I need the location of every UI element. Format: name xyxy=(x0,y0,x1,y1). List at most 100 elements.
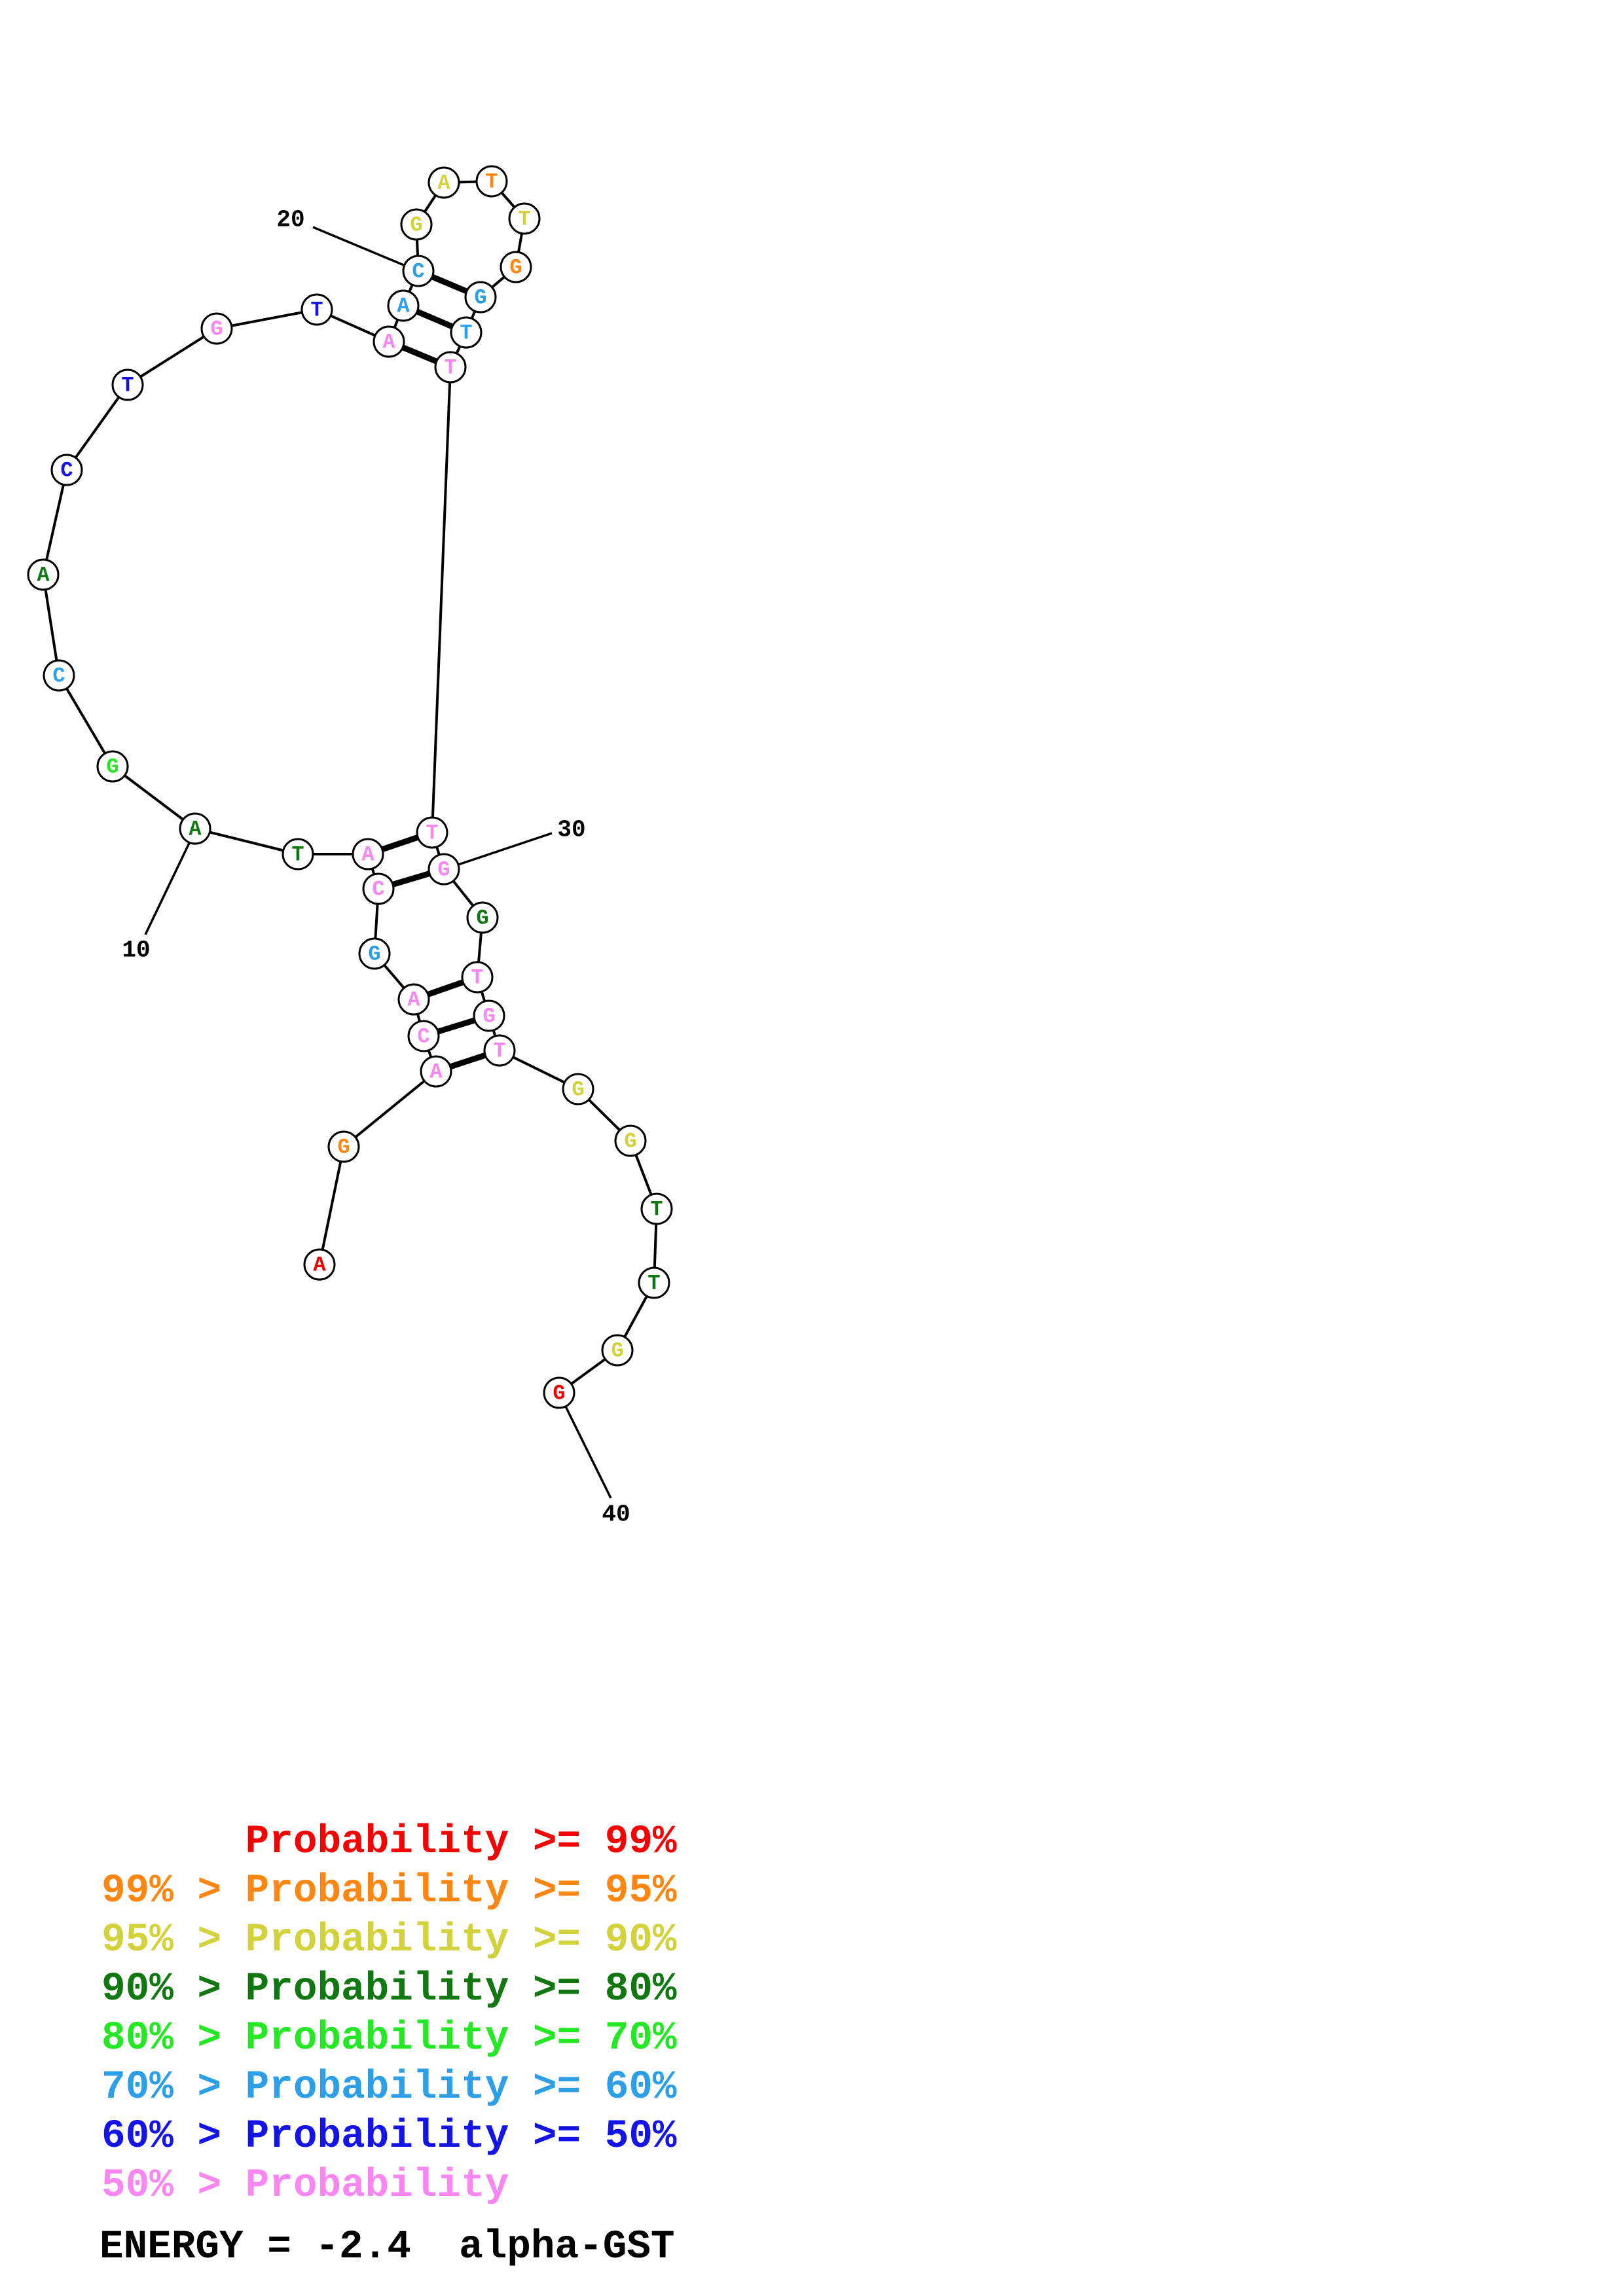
nucleotide-circle xyxy=(416,816,448,849)
nucleotide-circle xyxy=(200,312,233,345)
nucleotide-circle xyxy=(27,558,60,591)
nucleotide-circle xyxy=(461,961,494,994)
nucleotide-circle xyxy=(475,165,508,198)
backbone-bond xyxy=(65,384,129,471)
nucleotide-letter: G xyxy=(437,858,450,882)
sequence-number-leader xyxy=(312,226,406,267)
backbone-bond xyxy=(126,327,218,386)
nucleotide-circle xyxy=(473,999,505,1032)
nucleotide-circle xyxy=(428,166,460,199)
nucleotide-letter: G xyxy=(210,317,223,342)
nucleotide-circle xyxy=(303,1248,336,1281)
nucleotide-circle xyxy=(282,838,314,870)
nucleotide-circle xyxy=(362,872,395,905)
nucleotide-circle xyxy=(508,202,541,235)
sequence-number-leader xyxy=(458,832,553,866)
nucleotide-circle xyxy=(400,208,433,241)
nucleotide-circle xyxy=(638,1266,670,1299)
nucleotide-letter: A xyxy=(437,171,450,196)
sequence-number-label: 30 xyxy=(557,817,585,844)
nucleotide-letter: C xyxy=(412,260,424,284)
sequence-number-label: 40 xyxy=(602,1501,630,1528)
energy-label: ENERGY = -2.4 alpha-GST xyxy=(100,2225,675,2270)
nucleotide-circle xyxy=(373,325,405,358)
nucleotide-letter: G xyxy=(106,755,119,780)
nucleotide-letter: T xyxy=(493,1039,505,1064)
sequence-number-label: 10 xyxy=(122,937,150,964)
nucleotide-letter: G xyxy=(483,1005,495,1029)
nucleotide-circle xyxy=(43,659,75,692)
nucleotide-letter: A xyxy=(407,988,420,1013)
legend-item: 80% > Probability >= 70% xyxy=(101,2016,677,2061)
nucleotide-circle xyxy=(601,1334,634,1367)
nucleotide-letter: T xyxy=(444,356,456,380)
nucleotide-letter: G xyxy=(572,1078,584,1102)
nucleotide-circle xyxy=(420,1055,452,1088)
nucleotide-circle xyxy=(640,1193,673,1225)
nucleotide-letter: T xyxy=(650,1198,663,1222)
nucleotide-circle xyxy=(397,983,430,1016)
nucleotide-letter: G xyxy=(624,1130,636,1154)
legend-item: 70% > Probability >= 60% xyxy=(101,2065,677,2110)
nucleotide-letter: G xyxy=(337,1136,350,1160)
nucleotide-circle xyxy=(500,251,532,283)
backbone-bond xyxy=(342,1070,437,1148)
nucleotide-letter: C xyxy=(60,459,73,483)
nucleotide-circle xyxy=(466,901,499,934)
nucleotide-circle xyxy=(464,281,497,314)
nucleotide-circle xyxy=(614,1124,647,1157)
nucleotide-letter: G xyxy=(410,213,422,238)
nucleotide-letter: A xyxy=(189,817,202,842)
nucleotide-circle xyxy=(96,750,129,783)
nucleotide-letter: A xyxy=(313,1253,326,1278)
legend-item: 99% > Probability >= 95% xyxy=(101,1869,677,1914)
nucleotide-circle xyxy=(301,293,333,326)
nucleotide-circle xyxy=(358,937,391,970)
nucleotide-letter: T xyxy=(310,298,323,323)
nucleotide-letter: T xyxy=(471,966,483,990)
nucleotide-circle xyxy=(352,838,384,870)
backbone-bond xyxy=(111,765,196,830)
backbone-bond xyxy=(431,367,452,833)
nucleotide-letter: G xyxy=(476,906,488,931)
nucleotide-circle xyxy=(179,812,211,845)
nucleotide-circle xyxy=(434,351,467,384)
sequence-number-leader xyxy=(564,1406,612,1499)
nucleotide-letter: T xyxy=(485,170,498,194)
nucleotide-letter: A xyxy=(361,843,374,867)
legend-item: 90% > Probability >= 80% xyxy=(101,1967,677,2012)
legend-item: 95% > Probability >= 90% xyxy=(101,1918,677,1963)
nucleotide-circle xyxy=(327,1130,360,1163)
backbone-bond xyxy=(216,308,318,330)
legend-item: 60% > Probability >= 50% xyxy=(101,2114,677,2159)
nucleotide-letter: A xyxy=(37,564,50,588)
sequence-number-leader xyxy=(144,842,191,935)
backbone-bond xyxy=(42,574,60,676)
nucleotide-letter: C xyxy=(372,878,384,902)
nucleotide-letter: T xyxy=(426,821,438,846)
nucleotide-circle xyxy=(402,255,435,287)
nucleotide-letter: T xyxy=(291,843,304,867)
nucleotide-circle xyxy=(50,454,83,486)
nucleotide-circle xyxy=(407,1020,440,1052)
nucleotide-letter: A xyxy=(397,295,410,319)
nucleotide-letter: T xyxy=(647,1272,660,1296)
nucleotide-letter: T xyxy=(518,207,530,232)
nucleotide-letter: G xyxy=(368,942,380,967)
backbone-bond xyxy=(58,674,114,768)
nucleotide-circle xyxy=(543,1376,575,1409)
backbone-bond xyxy=(318,1146,345,1265)
nucleotide-circle xyxy=(387,289,420,322)
nucleotide-letter: A xyxy=(382,331,395,355)
nucleotide-circle xyxy=(111,368,144,401)
nucleotide-letter: G xyxy=(474,286,486,310)
nucleotide-letter: G xyxy=(553,1382,565,1406)
nucleotide-letter: G xyxy=(611,1339,623,1363)
nucleotide-letter: T xyxy=(121,374,134,398)
nucleotide-letter: A xyxy=(429,1060,443,1085)
nucleotide-circle xyxy=(483,1034,516,1067)
nucleotide-letter: C xyxy=(52,664,65,689)
nucleotide-circle xyxy=(562,1073,594,1105)
